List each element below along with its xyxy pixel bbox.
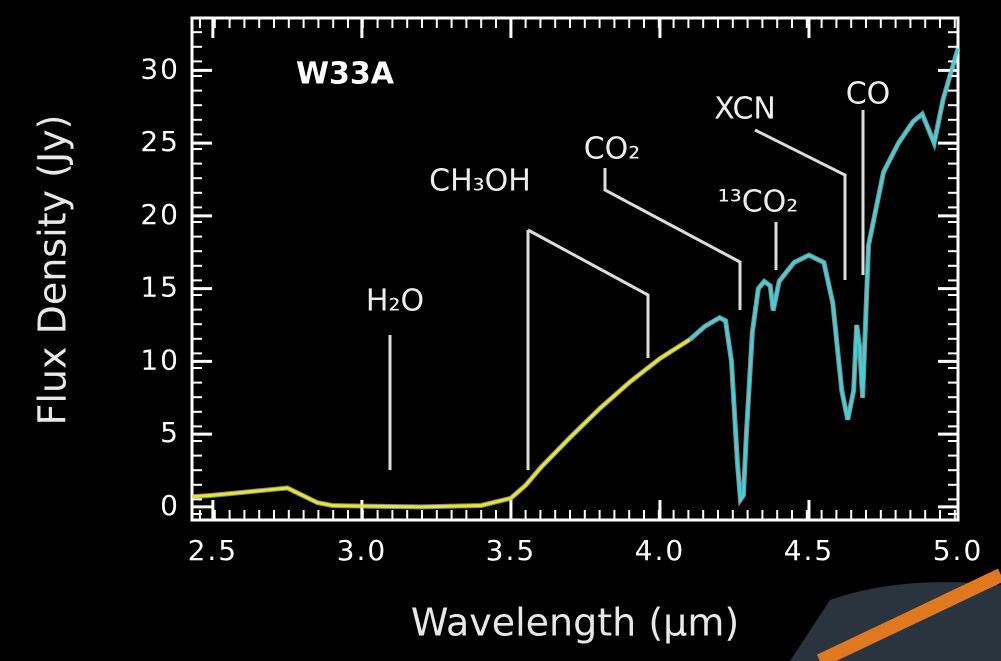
minor-ticks <box>192 18 958 520</box>
x-axis-title: Wavelength (µm) <box>411 601 739 645</box>
x-tick-label: 4.5 <box>784 534 835 567</box>
spectrum-halo <box>191 337 692 510</box>
x-tick-label: 3.0 <box>337 534 388 567</box>
y-tick-label: 25 <box>140 125 180 158</box>
plot-frame <box>190 16 960 522</box>
x-tick-label: 3.5 <box>486 534 537 567</box>
annotation: CO <box>846 77 891 112</box>
spectrum-line <box>688 48 960 504</box>
annotation-leader <box>754 128 847 280</box>
spectrum-line <box>191 338 691 509</box>
y-tick-label: 30 <box>140 52 180 85</box>
y-tick-label: 5 <box>160 416 180 449</box>
corner-image <box>790 568 1001 661</box>
annotation: XCN <box>714 92 776 127</box>
y-tick-label: 20 <box>140 198 180 231</box>
x-tick-label: 2.5 <box>188 534 239 567</box>
annotation: H₂O <box>366 284 424 319</box>
x-tick-label: 5.0 <box>933 534 984 567</box>
annotation-leader <box>526 228 650 470</box>
y-tick-label: 0 <box>160 489 180 522</box>
x-tick-label: 4.0 <box>635 534 686 567</box>
y-tick-label: 15 <box>140 271 180 304</box>
y-tick-label: 10 <box>140 343 180 376</box>
y-axis-title: Flux Density (Jy) <box>31 115 75 426</box>
annotation: CO₂ <box>584 132 641 167</box>
chart-title: W33A <box>296 57 395 92</box>
annotation-leader <box>603 168 742 310</box>
annotation: ¹³CO₂ <box>718 185 799 220</box>
annotation: CH₃OH <box>429 164 531 199</box>
